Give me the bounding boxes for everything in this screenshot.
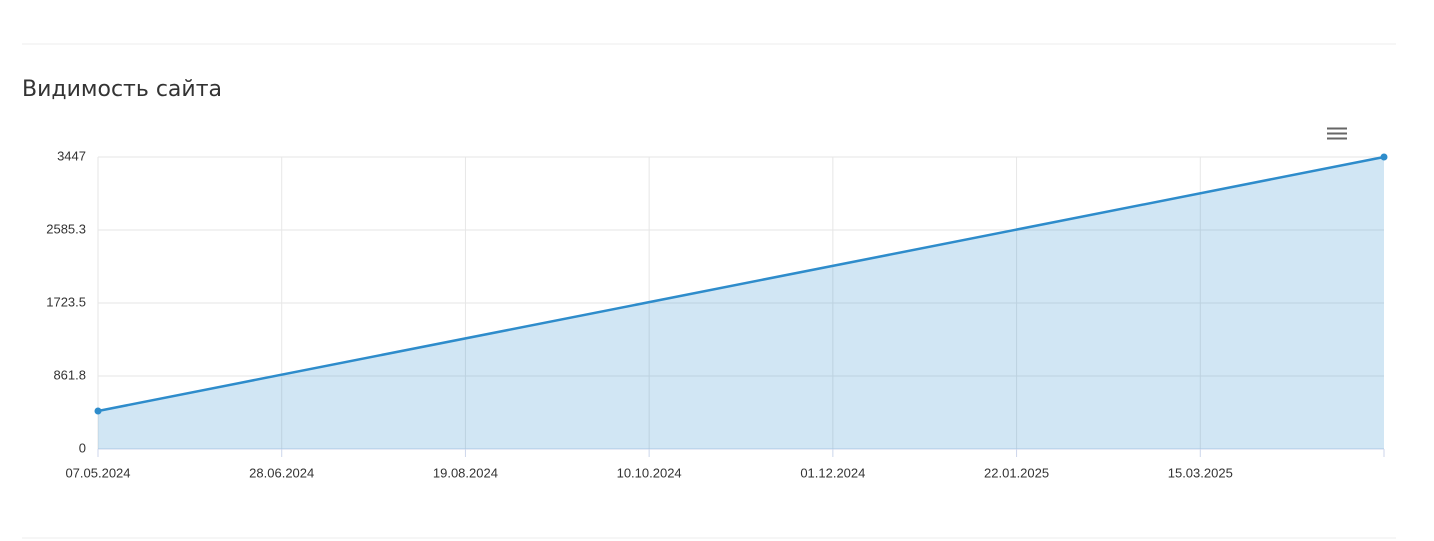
y-tick-label: 3447 [57,148,86,163]
menu-button[interactable] [1322,120,1352,148]
chart-title: Видимость сайта [22,77,222,102]
area-fill [98,157,1384,449]
y-tick-label: 2585.3 [46,221,86,236]
x-tick-label: 19.08.2024 [433,465,498,480]
x-tick-label: 22.01.2025 [984,465,1049,480]
y-tick-label: 0 [79,440,86,455]
x-tick-label: 10.10.2024 [617,465,682,480]
y-tick-label: 1723.5 [46,294,86,309]
line [97,155,1385,413]
x-tick-label: 15.03.2025 [1168,465,1233,480]
x-tick-label: 01.12.2024 [800,465,865,480]
x-tick-label: 28.06.2024 [249,465,314,480]
point [94,407,102,415]
point [1380,153,1388,161]
x-tick-label: 07.05.2024 [65,465,130,480]
y-tick-label: 861.8 [53,367,86,382]
